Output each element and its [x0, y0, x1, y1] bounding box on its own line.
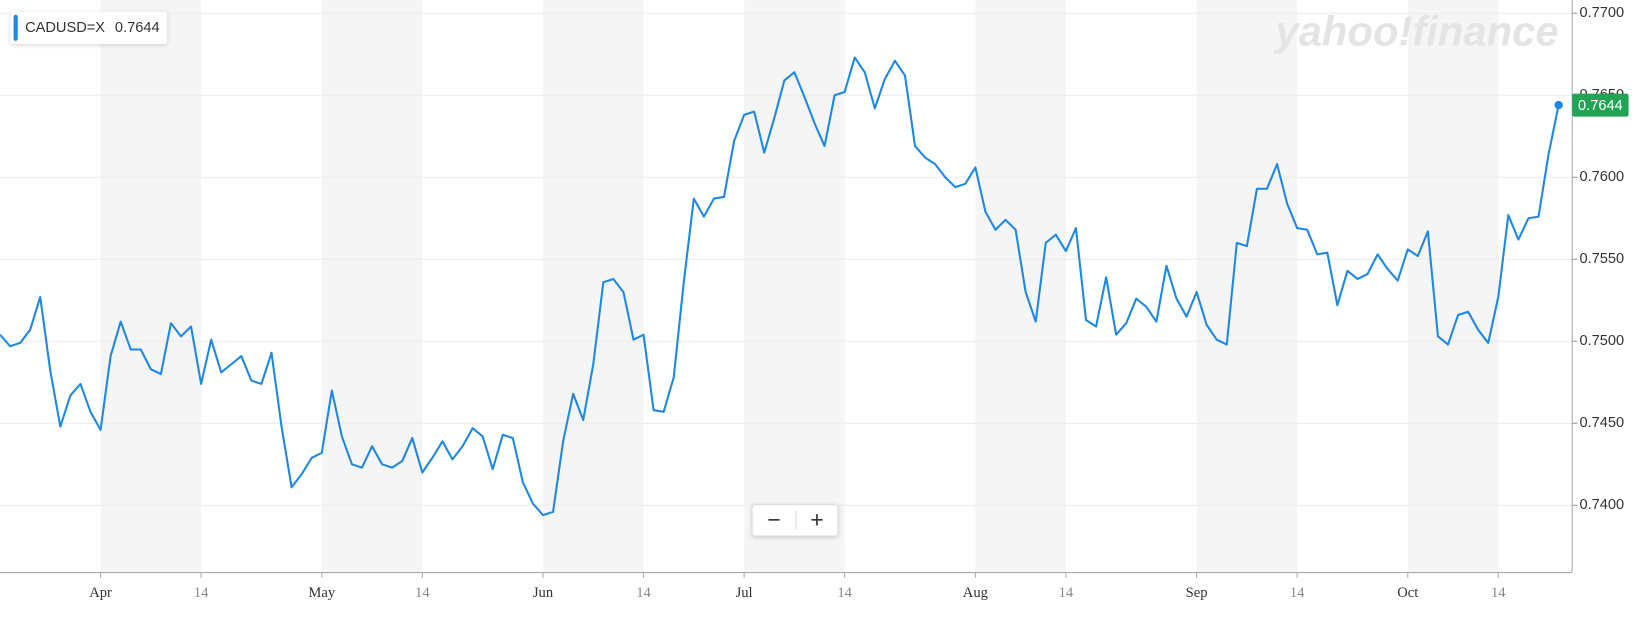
x-tick-label: Jul — [736, 585, 753, 601]
x-tick-label: Jun — [533, 585, 554, 601]
period-band — [1196, 0, 1298, 573]
period-band — [321, 0, 423, 573]
x-tick-label: 14 — [1290, 585, 1305, 601]
period-band — [542, 0, 644, 573]
last-value-label: 0.7644 — [1578, 98, 1623, 114]
zoom-box — [751, 504, 839, 537]
x-tick-label: 14 — [1059, 585, 1074, 601]
last-point — [1554, 100, 1563, 110]
legend: CADUSD=X 0.7644 — [10, 11, 168, 44]
y-tick-label: 0.7450 — [1580, 415, 1625, 431]
legend-swatch — [13, 14, 18, 41]
y-tick-label: 0.7550 — [1580, 251, 1625, 267]
period-band — [1407, 0, 1499, 573]
y-tick-label: 0.7500 — [1580, 333, 1625, 349]
x-tick-label: Sep — [1186, 585, 1208, 601]
y-tick-label: 0.7600 — [1580, 169, 1625, 185]
y-tick-label: 0.7700 — [1580, 5, 1625, 21]
x-tick-label: May — [308, 585, 335, 601]
x-tick-label: 14 — [415, 585, 430, 601]
legend-box — [10, 11, 168, 44]
watermark: yahoo!finance — [1273, 8, 1558, 55]
x-tick-label: 14 — [837, 585, 852, 601]
legend-label: CADUSD=X — [25, 20, 105, 36]
legend-value: 0.7644 — [115, 20, 160, 36]
zoom-in-button[interactable]: + — [810, 506, 823, 532]
x-tick-label: 14 — [194, 585, 209, 601]
x-tick-label: Apr — [89, 585, 112, 601]
period-band — [744, 0, 845, 573]
zoom-out-button[interactable]: − — [767, 506, 780, 532]
last-value-badge — [1572, 93, 1629, 117]
period-band — [100, 0, 202, 573]
x-tick-label: Oct — [1397, 585, 1418, 601]
x-tick-label: 14 — [636, 585, 651, 601]
y-tick-label: 0.7400 — [1580, 497, 1625, 513]
zoom-controls: − + — [751, 504, 839, 537]
x-tick-label: 14 — [1491, 585, 1506, 601]
price-line — [0, 56, 1560, 517]
x-tick-label: Aug — [963, 585, 989, 601]
period-band — [975, 0, 1066, 573]
